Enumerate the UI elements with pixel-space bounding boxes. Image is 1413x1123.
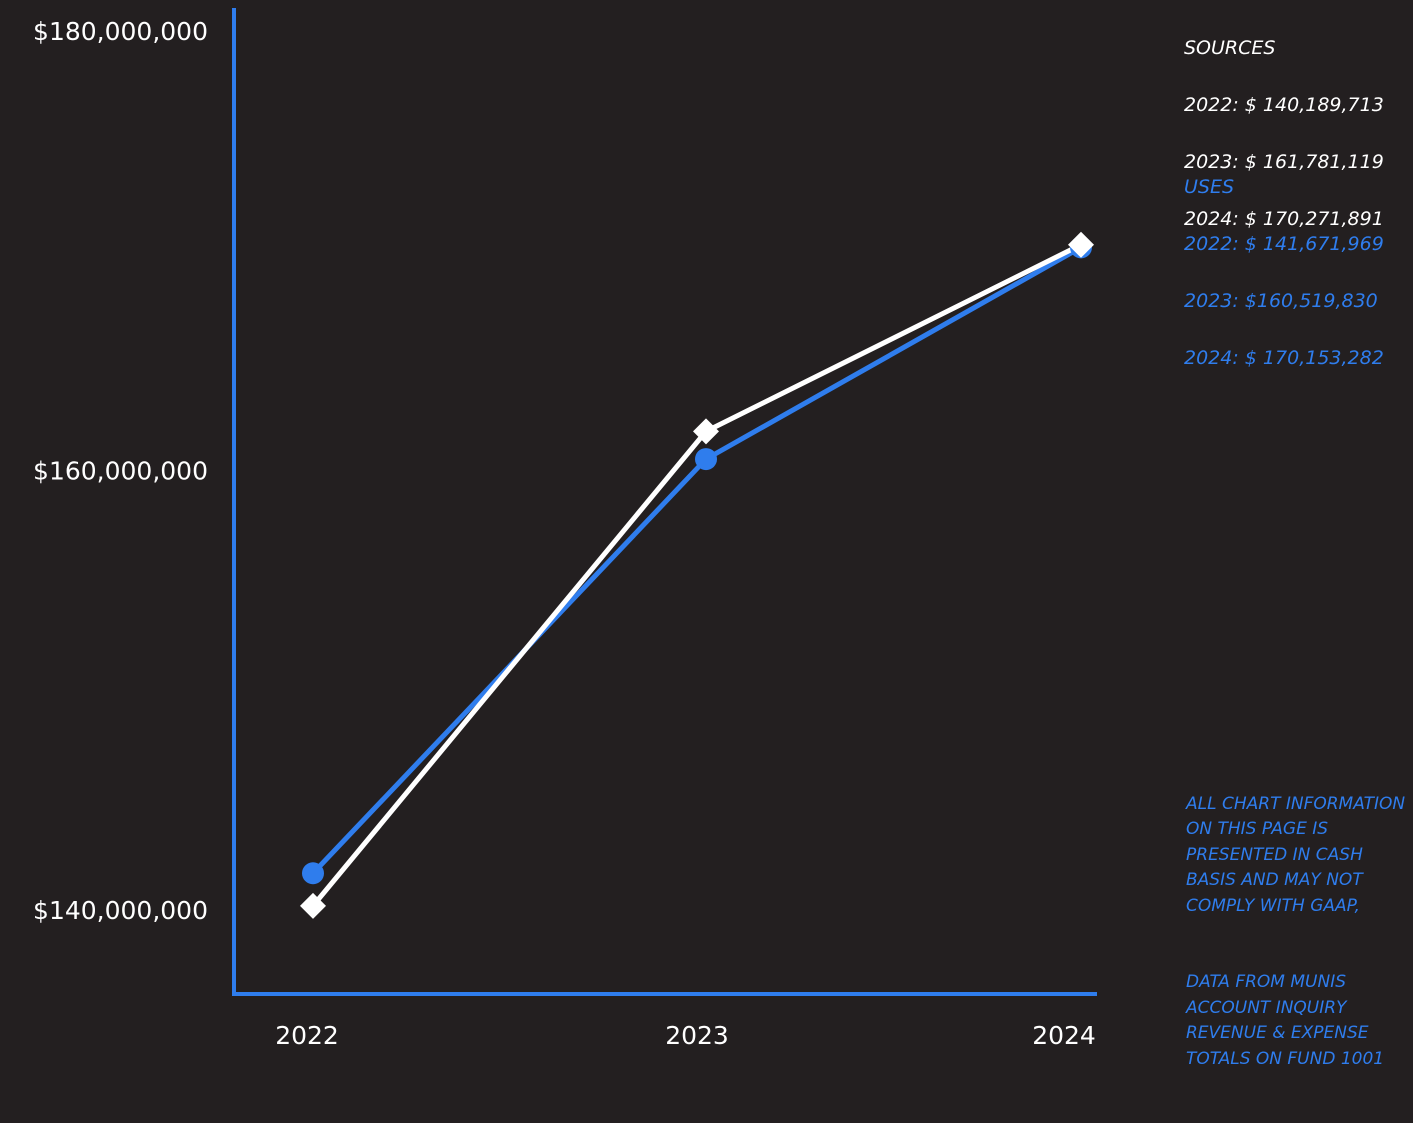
line-chart: $140,000,000 $160,000,000 $180,000,000 2022… xyxy=(33,8,1097,1050)
sources-line-2024: 2024: $ 170,271,891 xyxy=(1184,207,1384,230)
x-tick-label: 2023 xyxy=(665,1021,729,1048)
disclaimer-note: ALL CHART INFORMATION ON THIS PAGE IS PR… xyxy=(1186,766,1408,1123)
series-line-sources xyxy=(311,242,1083,908)
uses-panel: USES 2022: $ 141,671,969 2023: $160,519,… xyxy=(1184,144,1404,401)
uses-line-2022: 2022: $ 141,671,969 xyxy=(1184,232,1384,255)
chart-area: $140,000,000 $160,000,000 $180,000,000 2022… xyxy=(33,8,1097,1050)
x-tick-label: 2022 xyxy=(275,1021,339,1048)
data-point-sources xyxy=(693,418,719,445)
y-tick-label: $160,000,000 xyxy=(33,457,208,486)
sources-line-2023: 2023: $ 161,781,119 xyxy=(1184,150,1384,173)
data-point-sources xyxy=(1068,231,1094,258)
sources-heading: SOURCES xyxy=(1184,36,1276,59)
series-line-uses xyxy=(311,245,1083,875)
uses-heading: USES xyxy=(1184,175,1235,198)
x-tick-label: 2024 xyxy=(1032,1021,1096,1048)
uses-line-2024: 2024: $ 170,153,282 xyxy=(1184,346,1384,369)
data-point-sources xyxy=(300,892,326,919)
data-point-uses xyxy=(695,448,717,471)
data-source-note: DATA FROM MUNIS ACCOUNT INQUIRY REVENUE … xyxy=(1186,972,1385,1069)
sources-panel: SOURCES 2022: $ 140,189,713 2023: $ 161,… xyxy=(1184,5,1404,262)
y-tick-label: $140,000,000 xyxy=(33,896,208,925)
cash-basis-note: ALL CHART INFORMATION ON THIS PAGE IS PR… xyxy=(1186,793,1406,916)
sources-line-2022: 2022: $ 140,189,713 xyxy=(1184,93,1384,116)
data-point-uses xyxy=(302,862,324,885)
y-tick-label: $180,000,000 xyxy=(33,17,208,46)
uses-line-2023: 2023: $160,519,830 xyxy=(1184,289,1378,312)
